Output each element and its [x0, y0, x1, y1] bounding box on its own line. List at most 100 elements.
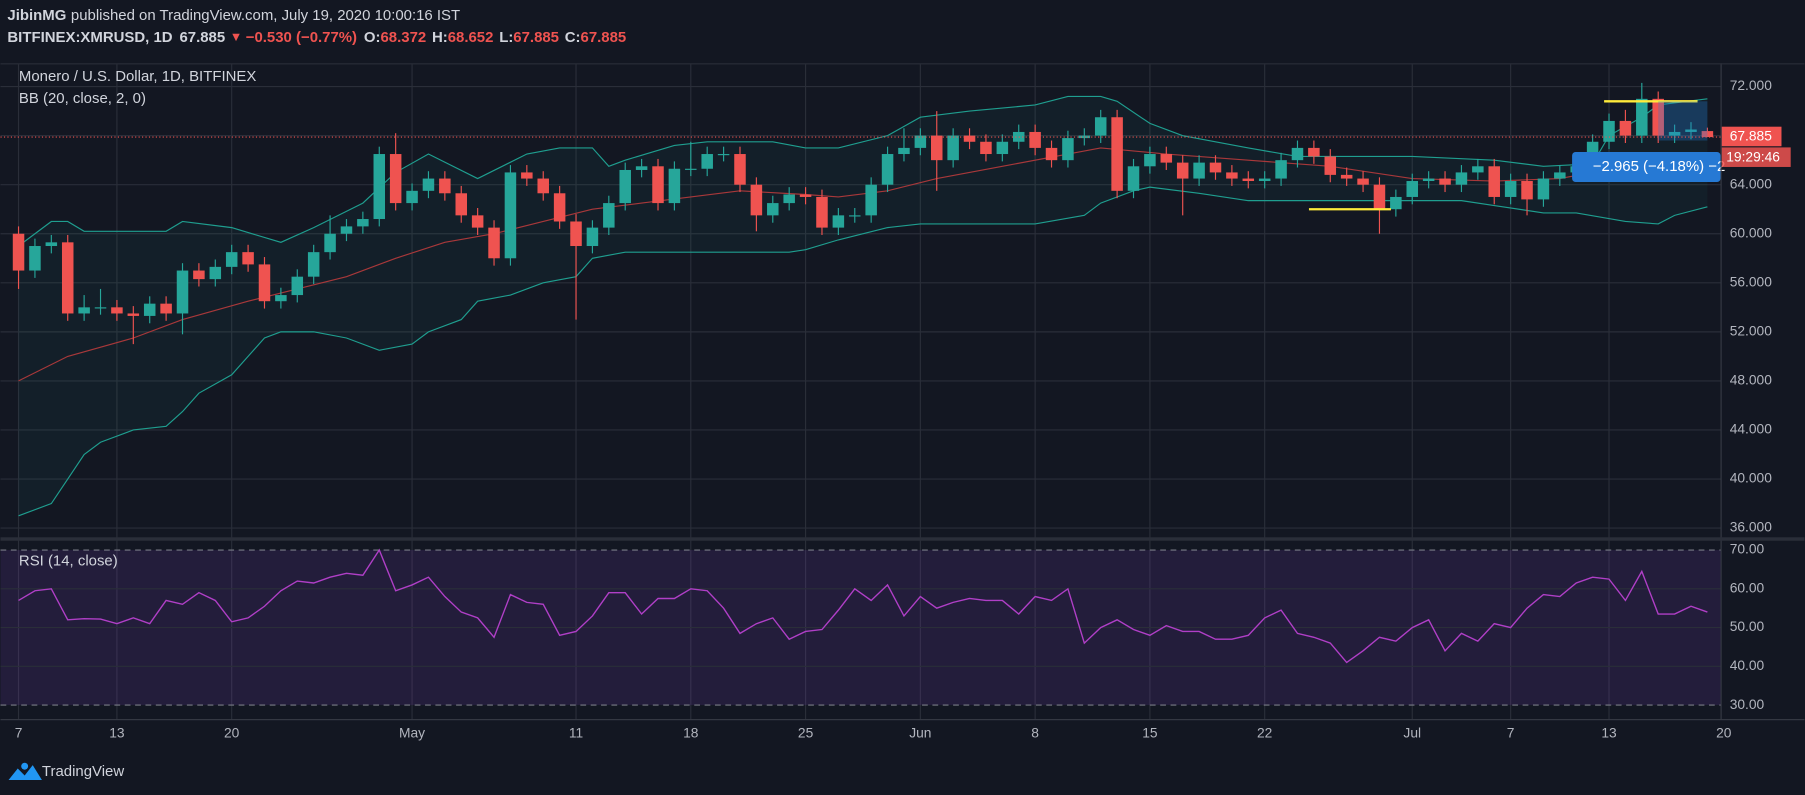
y-tick-label: 40.00	[1730, 658, 1765, 673]
y-tick-label: 48.000	[1730, 373, 1773, 388]
y-tick-label: 72.000	[1730, 78, 1773, 93]
candle-body	[422, 178, 435, 191]
candle-body	[898, 147, 910, 155]
candle-body	[1045, 147, 1058, 161]
brand: TradingView	[42, 763, 124, 780]
candle-body	[488, 227, 500, 259]
candle-body	[1209, 162, 1222, 173]
candle-body	[111, 307, 123, 314]
x-tick-label: 15	[1142, 726, 1158, 741]
y-tick-label: 36.000	[1730, 520, 1773, 535]
y-tick-label: 50.00	[1730, 619, 1765, 634]
candle-body	[619, 169, 631, 204]
candle-body	[455, 193, 468, 216]
axis-border	[1720, 63, 1722, 720]
candle-body	[1226, 172, 1238, 179]
y-tick-label: 56.000	[1730, 274, 1773, 289]
bb-fill	[18, 96, 1708, 516]
y-tick-label: 44.000	[1730, 422, 1773, 437]
candle-body	[816, 196, 828, 228]
measure-label: −2.965 (−4.18%) −2	[1593, 158, 1725, 175]
candle-body	[963, 135, 976, 142]
candle-body	[357, 219, 369, 227]
candle-body	[242, 252, 254, 265]
candle-body	[832, 215, 845, 228]
candle-body	[1619, 120, 1632, 136]
candle-body	[1029, 131, 1041, 148]
candle-body	[1701, 131, 1714, 138]
plot: 7 13 20 May 11 18 25 Jun 8 15 22 Jul 7 13 20 36.000 40.0…	[0, 78, 1791, 741]
candle-body	[307, 252, 320, 277]
candle-body	[12, 233, 25, 271]
candle-body	[947, 135, 959, 161]
candle-body	[980, 141, 992, 155]
candle-body	[1062, 138, 1074, 161]
candle-body	[750, 184, 763, 216]
candle-body	[1422, 178, 1435, 182]
ohlc-key: L:	[499, 29, 513, 46]
ohlc-key: O:	[364, 29, 381, 46]
price-tag-label: 67.885	[1730, 129, 1773, 144]
pane-separator	[0, 537, 1805, 541]
countdown-tag	[1721, 147, 1791, 167]
candle-body	[176, 270, 189, 314]
x-tick-label: 25	[798, 726, 814, 741]
measure-box	[1658, 101, 1708, 141]
time-axis-border	[0, 719, 1805, 721]
x-tick-label: 7	[15, 726, 23, 741]
candle-body	[209, 266, 222, 280]
candle-body	[439, 178, 451, 194]
candle-body	[1636, 98, 1648, 136]
rsi-title: RSI (14, close)	[19, 552, 118, 569]
candle-body	[668, 168, 681, 204]
candle-body	[553, 193, 566, 222]
candle-body	[849, 215, 861, 217]
candle-body	[406, 190, 418, 204]
x-tick-label: 18	[683, 726, 699, 741]
candle-body	[996, 141, 1009, 155]
candle-body	[652, 166, 664, 204]
y-tick-label: 30.00	[1730, 697, 1765, 712]
candle-body	[570, 221, 582, 247]
candle-body	[1127, 166, 1140, 191]
x-tick-label: 11	[569, 726, 583, 741]
candle-body	[1308, 147, 1320, 157]
candle-body	[340, 226, 353, 234]
candle-body	[865, 184, 877, 216]
candle-body	[685, 168, 697, 170]
candle-body	[193, 270, 205, 280]
candle-body	[1258, 178, 1271, 182]
candle-body	[1652, 98, 1664, 136]
candle-body	[1537, 178, 1550, 200]
change: −0.530 (−0.77%)	[246, 29, 357, 46]
ohlc-key: H:	[432, 29, 448, 46]
x-tick-label: 22	[1257, 726, 1272, 741]
candle-body	[1390, 196, 1402, 210]
candle-body	[45, 242, 58, 247]
candle-body	[1242, 178, 1255, 182]
published: published on TradingView.com, July 19, 2…	[71, 7, 460, 24]
candle-body	[521, 172, 533, 179]
candle-body	[275, 295, 287, 302]
candle-body	[1455, 172, 1468, 185]
y-tick-label: 60.000	[1730, 225, 1773, 240]
y-tick-label: 64.000	[1730, 176, 1773, 191]
x-tick-label: May	[399, 726, 425, 741]
candle-body	[881, 154, 894, 185]
candle-body	[717, 154, 730, 156]
rsi-line	[18, 548, 1708, 664]
candle-body	[1357, 178, 1369, 185]
bb-line	[18, 147, 1708, 382]
candle-body	[914, 135, 927, 148]
candle-body	[127, 313, 140, 316]
measure-label-bg	[1572, 152, 1721, 182]
x-tick-label: Jul	[1403, 726, 1421, 741]
candle-body	[603, 203, 615, 228]
ohlc-value: 68.652	[448, 29, 494, 46]
candle-body	[94, 307, 107, 309]
candle-body	[1160, 154, 1173, 163]
y-tick-label: 60.00	[1730, 580, 1765, 595]
chart-title: Monero / U.S. Dollar, 1D, BITFINEX	[19, 68, 256, 85]
candle-body	[1324, 156, 1337, 175]
